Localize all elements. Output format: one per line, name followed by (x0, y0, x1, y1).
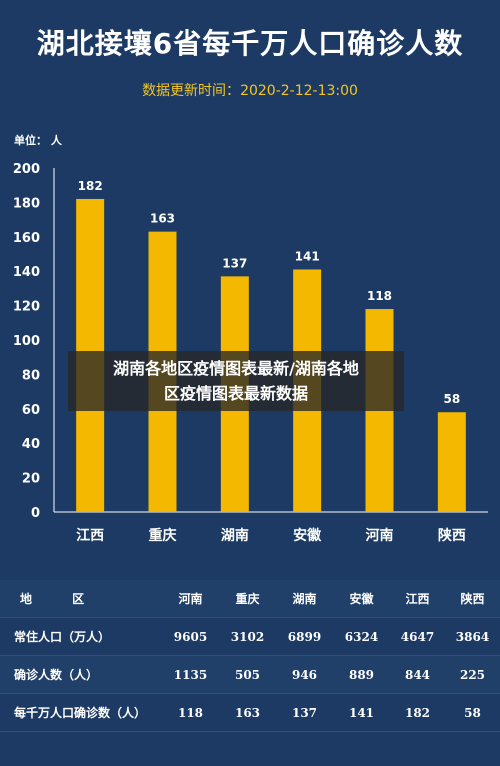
data-table: 地 区 河南 重庆 湖南 安徽 江西 陕西 常住人口（万人） 9605 3102… (0, 580, 500, 732)
table-header-cell: 地 区 (0, 580, 162, 618)
y-tick-label: 200 (13, 162, 40, 177)
table-cell: 118 (162, 693, 219, 732)
table-header-cell: 湖南 (276, 580, 333, 618)
data-label: 163 (150, 212, 175, 226)
data-label: 141 (295, 249, 320, 263)
table-cell: 844 (390, 655, 445, 694)
table-cell: 225 (445, 655, 500, 694)
table-cell: 6324 (333, 617, 390, 656)
table-cell: 9605 (162, 617, 219, 656)
table-row-header: 确诊人数（人） (0, 655, 162, 694)
data-label: 118 (367, 289, 392, 303)
table-row: 常住人口（万人） 9605 3102 6899 6324 4647 3864 (0, 617, 500, 656)
table-cell: 889 (333, 655, 390, 694)
x-tick-label: 湖南 (221, 527, 249, 544)
table-header-cell: 重庆 (219, 580, 276, 618)
table-row: 每千万人口确诊数（人） 118 163 137 141 182 58 (0, 693, 500, 732)
y-tick-label: 160 (13, 231, 40, 246)
y-tick-label: 60 (22, 403, 40, 418)
unit-label: 单位： 人 (14, 134, 62, 147)
y-tick-label: 100 (13, 334, 40, 349)
table-cell: 1135 (162, 655, 219, 694)
title-overlay[interactable]: 湖南各地区疫情图表最新/湖南各地 区疫情图表最新数据 (68, 351, 404, 411)
table-row-header: 每千万人口确诊数（人） (0, 693, 162, 732)
x-tick-label: 河南 (366, 527, 394, 544)
y-ticks: 0 20 40 60 80 100 120 140 160 180 200 (13, 162, 40, 521)
y-tick-label: 180 (13, 196, 40, 211)
table-cell: 163 (219, 693, 276, 732)
table-cell: 58 (445, 693, 500, 732)
y-tick-label: 40 (22, 437, 40, 452)
update-value: 2020-2-12-13:00 (240, 83, 358, 99)
table-cell: 505 (219, 655, 276, 694)
update-time: 数据更新时间：2020-2-12-13:00 (0, 80, 500, 100)
chart-title: 湖北接壤6省每千万人口确诊人数 (36, 27, 464, 60)
table-row: 确诊人数（人） 1135 505 946 889 844 225 (0, 655, 500, 694)
table-row-header: 常住人口（万人） (0, 617, 162, 656)
table-header-cell: 河南 (162, 580, 219, 618)
data-label: 182 (78, 179, 103, 193)
x-tick-label: 陕西 (438, 527, 466, 544)
y-tick-label: 80 (22, 368, 40, 383)
value-labels: 182 163 137 141 118 58 (78, 179, 461, 406)
x-tick-label: 安徽 (293, 527, 322, 544)
table-header-cell: 安徽 (333, 580, 390, 618)
overlay-line-1: 湖南各地区疫情图表最新/湖南各地 (113, 359, 359, 378)
x-tick-label: 江西 (76, 527, 104, 544)
y-tick-label: 140 (13, 265, 40, 280)
table-cell: 946 (276, 655, 333, 694)
bar-chart: 0 20 40 60 80 100 120 140 160 180 200 182 163 137 141… (13, 162, 488, 544)
x-tick-label: 重庆 (149, 527, 177, 544)
table-cell: 4647 (390, 617, 445, 656)
table-cell: 137 (276, 693, 333, 732)
table-cell: 6899 (276, 617, 333, 656)
data-label: 58 (443, 392, 460, 406)
table-header-row: 地 区 河南 重庆 湖南 安徽 江西 陕西 (0, 580, 500, 618)
table-cell: 141 (333, 693, 390, 732)
data-label: 137 (222, 256, 247, 270)
category-labels: 江西 重庆 湖南 安徽 河南 陕西 (76, 527, 466, 544)
overlay-line-2: 区疫情图表最新数据 (163, 384, 308, 403)
table-cell: 3864 (445, 617, 500, 656)
y-tick-label: 0 (31, 506, 40, 521)
bar (437, 412, 466, 512)
update-label: 数据更新时间： (142, 83, 241, 99)
table-header-cell: 江西 (390, 580, 445, 618)
y-tick-label: 120 (13, 300, 40, 315)
table-cell: 182 (390, 693, 445, 732)
table-cell: 3102 (219, 617, 276, 656)
y-tick-label: 20 (22, 472, 40, 487)
table-header-cell: 陕西 (445, 580, 500, 618)
